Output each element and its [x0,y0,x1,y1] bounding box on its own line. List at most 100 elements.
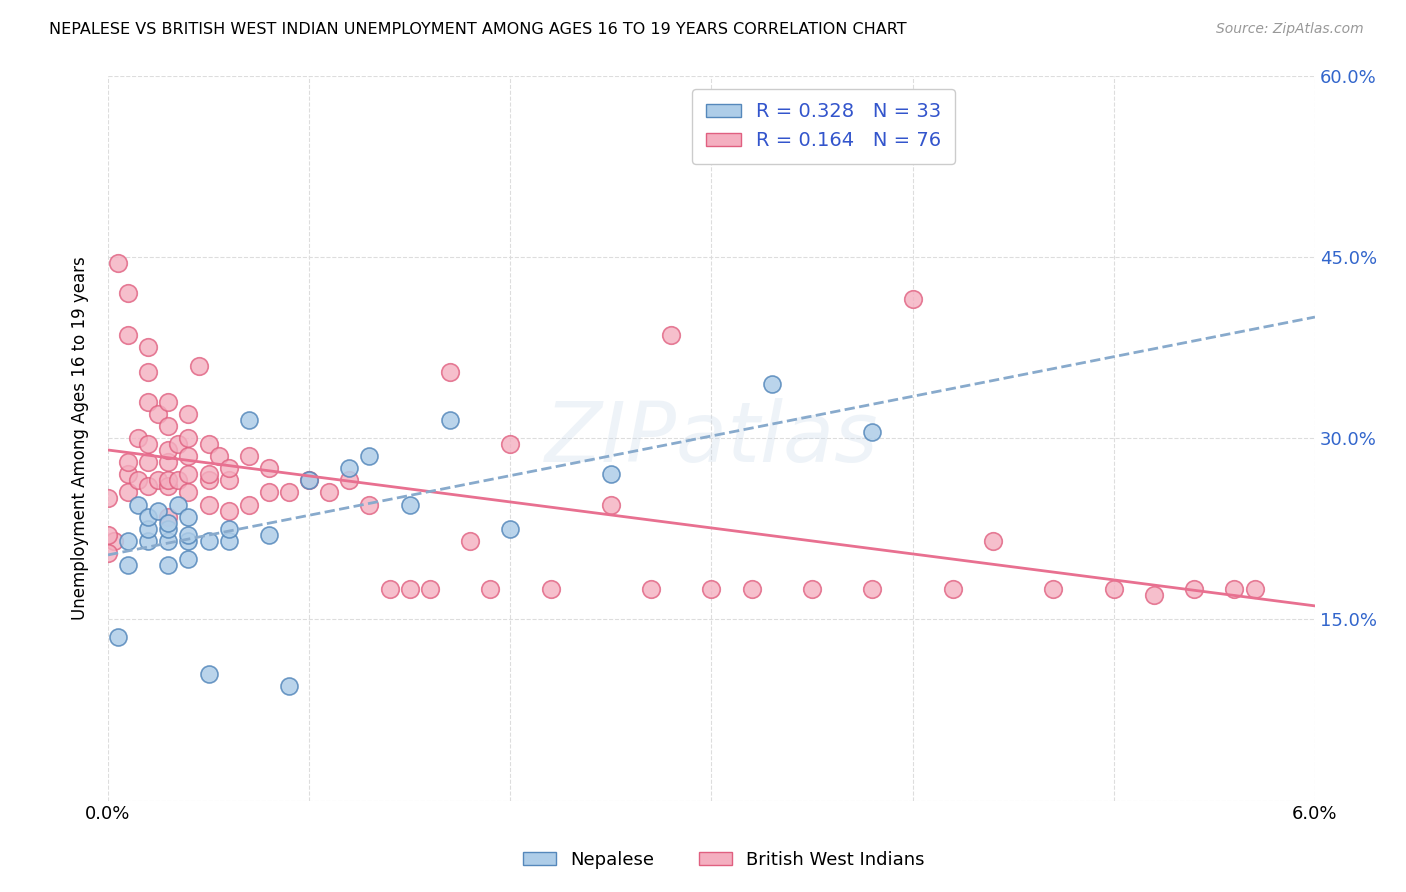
Point [700,582,723,596]
Point [599,467,621,482]
Point [1143,588,1166,602]
Point [499,437,522,451]
Point [238,498,260,512]
Point [540,582,562,596]
Point [337,474,360,488]
Point [197,498,219,512]
Point [157,509,180,524]
Point [177,431,200,445]
Point [218,522,240,536]
Point [741,582,763,596]
Point [458,533,481,548]
Point [177,509,200,524]
Point [157,443,180,458]
Legend: Nepalese, British West Indians: Nepalese, British West Indians [516,844,932,876]
Point [359,449,381,463]
Point [1223,582,1246,596]
Point [117,558,139,572]
Point [177,407,200,421]
Point [136,509,159,524]
Point [419,582,441,596]
Point [127,474,149,488]
Point [257,485,280,500]
Point [318,485,340,500]
Point [218,503,240,517]
Point [167,498,190,512]
Point [97,491,120,506]
Point [157,474,180,488]
Point [801,582,824,596]
Point [136,455,159,469]
Point [97,546,120,560]
Point [117,286,139,301]
Point [177,485,200,500]
Point [218,474,240,488]
Point [981,533,1004,548]
Point [97,527,120,541]
Point [398,498,420,512]
Point [157,455,180,469]
Point [107,631,129,645]
Point [136,394,159,409]
Point [117,455,139,469]
Point [238,449,260,463]
Point [177,533,200,548]
Point [337,461,360,475]
Point [942,582,965,596]
Point [1243,582,1265,596]
Point [167,437,190,451]
Point [148,503,170,517]
Point [298,474,321,488]
Point [218,461,240,475]
Point [103,533,125,548]
Point [257,461,280,475]
Point [148,407,170,421]
Point [359,498,381,512]
Point [197,533,219,548]
Point [860,582,883,596]
Point [1182,582,1205,596]
Point [218,533,240,548]
Point [499,522,522,536]
Point [439,413,461,427]
Point [127,498,149,512]
Point [238,413,260,427]
Point [157,533,180,548]
Point [117,485,139,500]
Y-axis label: Unemployment Among Ages 16 to 19 years: Unemployment Among Ages 16 to 19 years [72,256,89,620]
Point [207,449,229,463]
Text: ZIPatlas: ZIPatlas [544,398,879,479]
Point [187,359,209,373]
Point [479,582,502,596]
Point [257,527,280,541]
Point [177,449,200,463]
Legend: R = 0.328   N = 33, R = 0.164   N = 76: R = 0.328 N = 33, R = 0.164 N = 76 [692,89,955,164]
Point [640,582,662,596]
Text: NEPALESE VS BRITISH WEST INDIAN UNEMPLOYMENT AMONG AGES 16 TO 19 YEARS CORRELATI: NEPALESE VS BRITISH WEST INDIAN UNEMPLOY… [49,22,907,37]
Point [901,292,924,306]
Point [599,498,621,512]
Point [136,479,159,493]
Point [107,256,129,270]
Point [136,522,159,536]
Point [157,558,180,572]
Point [136,365,159,379]
Point [157,394,180,409]
Point [197,666,219,681]
Point [197,474,219,488]
Point [1102,582,1125,596]
Point [197,437,219,451]
Point [157,522,180,536]
Point [298,474,321,488]
Point [761,376,783,391]
Point [117,328,139,343]
Point [398,582,420,596]
Point [157,516,180,530]
Point [378,582,401,596]
Text: Source: ZipAtlas.com: Source: ZipAtlas.com [1216,22,1364,37]
Point [117,533,139,548]
Point [177,467,200,482]
Point [136,340,159,354]
Point [148,474,170,488]
Point [167,474,190,488]
